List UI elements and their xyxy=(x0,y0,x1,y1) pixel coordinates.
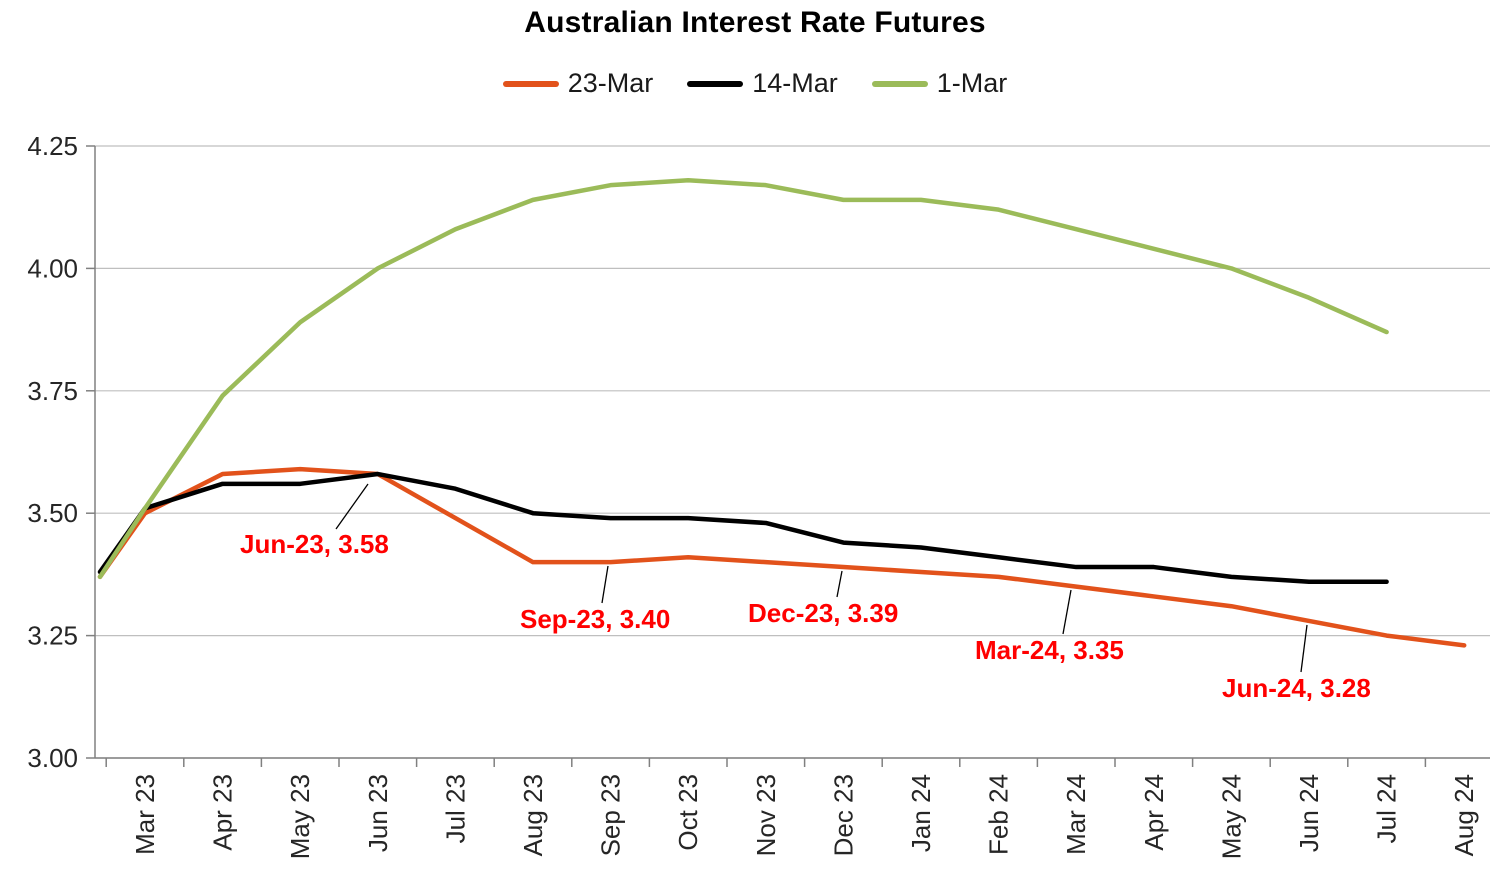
legend-line-swatch xyxy=(871,80,928,87)
annotation-leader-line xyxy=(836,570,843,598)
x-axis-label: Mar 24 xyxy=(1061,774,1091,855)
annotation-leader-line xyxy=(335,483,369,530)
y-axis-label: 3.00 xyxy=(27,743,78,773)
data-label-annotation: Dec-23, 3.39 xyxy=(748,598,898,628)
legend-label: 23-Mar xyxy=(567,68,654,98)
x-axis-label: Jul 23 xyxy=(440,774,470,843)
y-axis-label: 3.50 xyxy=(27,498,78,528)
annotation-leader-line xyxy=(1300,624,1308,673)
x-axis-label: Jun 23 xyxy=(363,774,393,852)
legend-item-1-mar: 1-Mar xyxy=(871,68,1008,99)
legend-label: 14-Mar xyxy=(752,68,838,98)
annotation-leader-line xyxy=(601,565,609,604)
series-line-14-Mar xyxy=(97,471,1389,584)
x-axis-label: Dec 23 xyxy=(828,774,858,856)
x-axis-label: Mar 23 xyxy=(130,774,160,855)
annotation-leader-line xyxy=(1062,589,1072,635)
legend-item-23-mar: 23-Mar xyxy=(502,68,654,99)
legend-line-swatch xyxy=(502,80,559,87)
y-axis-label: 3.25 xyxy=(27,621,78,651)
data-label-annotation: Jun-23, 3.58 xyxy=(240,529,389,559)
x-axis-label: Oct 23 xyxy=(673,774,703,851)
x-axis-label: Aug 24 xyxy=(1449,774,1479,856)
series-line-1-Mar xyxy=(97,178,1389,580)
data-label-annotation: Jun-24, 3.28 xyxy=(1222,673,1371,703)
y-axis-label: 4.00 xyxy=(27,253,78,283)
x-axis-label: Feb 24 xyxy=(984,774,1014,855)
x-axis-label: Jan 24 xyxy=(906,774,936,852)
chart-title: Australian Interest Rate Futures xyxy=(524,6,986,39)
legend-item-14-mar: 14-Mar xyxy=(687,68,838,99)
x-axis-label: May 24 xyxy=(1216,774,1246,859)
x-axis-label: Apr 24 xyxy=(1139,774,1169,851)
y-axis-label: 4.25 xyxy=(27,131,78,161)
x-axis-label: Sep 23 xyxy=(596,774,626,856)
legend: 23-Mar 14-Mar 1-Mar xyxy=(0,68,1510,99)
legend-label: 1-Mar xyxy=(936,68,1008,98)
x-axis-label: Apr 23 xyxy=(208,774,238,851)
y-axis-label: 3.75 xyxy=(27,376,78,406)
x-axis-label: Jul 24 xyxy=(1372,774,1402,843)
x-axis-label: Nov 23 xyxy=(751,774,781,856)
x-axis-label: Jun 24 xyxy=(1294,774,1324,852)
x-axis-label: May 23 xyxy=(285,774,315,859)
data-label-annotation: Mar-24, 3.35 xyxy=(975,635,1124,665)
x-axis-label: Aug 23 xyxy=(518,774,548,856)
data-label-annotation: Sep-23, 3.40 xyxy=(520,604,670,634)
series-line-23-Mar xyxy=(97,466,1467,648)
legend-line-swatch xyxy=(687,80,744,87)
